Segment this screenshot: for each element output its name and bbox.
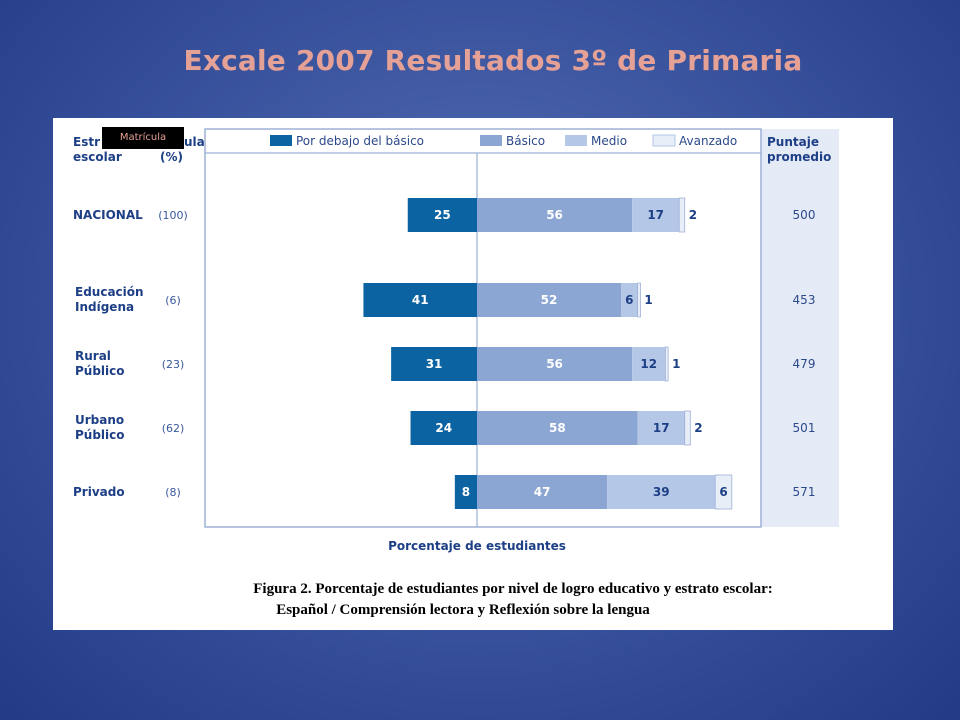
bar-segment-basic xyxy=(477,198,633,232)
score-header-line2: promedio xyxy=(767,150,831,164)
category-label-line2: Público xyxy=(75,428,125,442)
bar-segment-medium xyxy=(632,198,680,232)
bar-segment-basic xyxy=(477,283,622,317)
bar-value-basic: 52 xyxy=(541,293,558,307)
bar-segment-medium xyxy=(621,283,638,317)
bar-segment-below-basic xyxy=(410,411,477,445)
category-label-line2: Indígena xyxy=(75,300,134,314)
bar-value-advanced: 1 xyxy=(644,293,652,307)
bar-value-advanced: 2 xyxy=(689,208,697,222)
bar-value-medium: 17 xyxy=(653,421,670,435)
bar-segment-advanced xyxy=(664,346,669,382)
legend-label-medium: Medio xyxy=(591,134,627,148)
bar-segment-advanced xyxy=(684,410,691,446)
legend-swatch-below-basic xyxy=(270,135,292,146)
category-label-line2: Público xyxy=(75,364,125,378)
legend-label-basic: Básico xyxy=(506,134,545,148)
average-score: 571 xyxy=(793,485,816,499)
category-label-line1: Urbano xyxy=(75,413,124,427)
enrollment-header-line1: ula xyxy=(184,135,205,149)
chart-rows: NACIONAL (100) 500 25 56 17 2 EducaciónIndígena… xyxy=(73,197,816,510)
legend-swatch-advanced xyxy=(652,134,676,147)
legend-label-advanced: Avanzado xyxy=(679,134,737,148)
bar-value-below-basic: 41 xyxy=(412,293,429,307)
enrollment-pct: (23) xyxy=(162,358,185,371)
average-score: 501 xyxy=(793,421,816,435)
chart-figure: Estr escolar ula (%) Puntaje promedio Po… xyxy=(53,118,893,630)
legend-swatch-medium xyxy=(565,135,587,146)
bar-segment-advanced xyxy=(714,474,733,510)
bar-value-basic: 47 xyxy=(534,485,551,499)
slide-title: Excale 2007 Resultados 3º de Primaria xyxy=(183,44,803,77)
bar-value-below-basic: 8 xyxy=(462,485,470,499)
stratum-header-line1: Estr xyxy=(73,135,100,149)
average-score: 500 xyxy=(793,208,816,222)
bar-segment-advanced xyxy=(637,282,641,318)
bar-segment-basic xyxy=(477,411,638,445)
enrollment-pct: (8) xyxy=(165,486,181,499)
category-label: NACIONAL xyxy=(73,208,143,222)
bar-value-below-basic: 24 xyxy=(435,421,452,435)
bar-value-advanced: 1 xyxy=(672,357,680,371)
bar-segment-below-basic xyxy=(407,198,477,232)
bar-segment-basic xyxy=(477,347,633,381)
bar-value-advanced: 2 xyxy=(694,421,702,435)
score-panel xyxy=(761,129,839,527)
x-axis-label: Porcentaje de estudiantes xyxy=(388,539,566,553)
bar-value-basic: 56 xyxy=(546,208,563,222)
category-label: Privado xyxy=(73,485,125,499)
bar-segment-below-basic xyxy=(454,475,477,509)
enrollment-pct: (62) xyxy=(162,422,185,435)
enrollment-pct: (6) xyxy=(165,294,181,307)
bar-value-basic: 56 xyxy=(546,357,563,371)
legend-label-below-basic: Por debajo del básico xyxy=(296,134,424,148)
category-label-line1: Rural xyxy=(75,349,111,363)
bar-value-below-basic: 25 xyxy=(434,208,451,222)
bar-value-advanced: 6 xyxy=(719,485,727,499)
plot-frame xyxy=(204,128,762,528)
stratum-header-line2: escolar xyxy=(73,150,122,164)
average-score: 479 xyxy=(793,357,816,371)
category-label-line1: Educación xyxy=(75,285,144,299)
enrollment-pct: (100) xyxy=(158,209,188,222)
bar-segment-advanced xyxy=(678,197,686,233)
bar-value-medium: 39 xyxy=(653,485,670,499)
bar-segment-basic xyxy=(477,475,608,509)
enrollment-header-line2: (%) xyxy=(160,150,183,164)
legend-swatch-basic xyxy=(480,135,502,146)
chart-svg: Estr escolar ula (%) Puntaje promedio Po… xyxy=(73,128,839,618)
average-score: 453 xyxy=(793,293,816,307)
enrollment-tag: Matrícula xyxy=(102,127,184,149)
figure-caption-line1: Figura 2. Porcentaje de estudiantes por … xyxy=(253,581,773,597)
bar-segment-medium xyxy=(607,475,716,509)
bar-value-medium: 6 xyxy=(625,293,633,307)
bar-segment-below-basic xyxy=(391,347,477,381)
bar-value-medium: 17 xyxy=(647,208,664,222)
bar-value-below-basic: 31 xyxy=(426,357,443,371)
figure-caption-line2: Español / Comprensión lectora y Reflexió… xyxy=(276,602,650,618)
bar-value-basic: 58 xyxy=(549,421,566,435)
bar-segment-medium xyxy=(637,411,685,445)
bar-value-medium: 12 xyxy=(640,357,657,371)
bar-segment-below-basic xyxy=(363,283,477,317)
bar-segment-medium xyxy=(632,347,666,381)
score-header-line1: Puntaje xyxy=(767,135,819,149)
